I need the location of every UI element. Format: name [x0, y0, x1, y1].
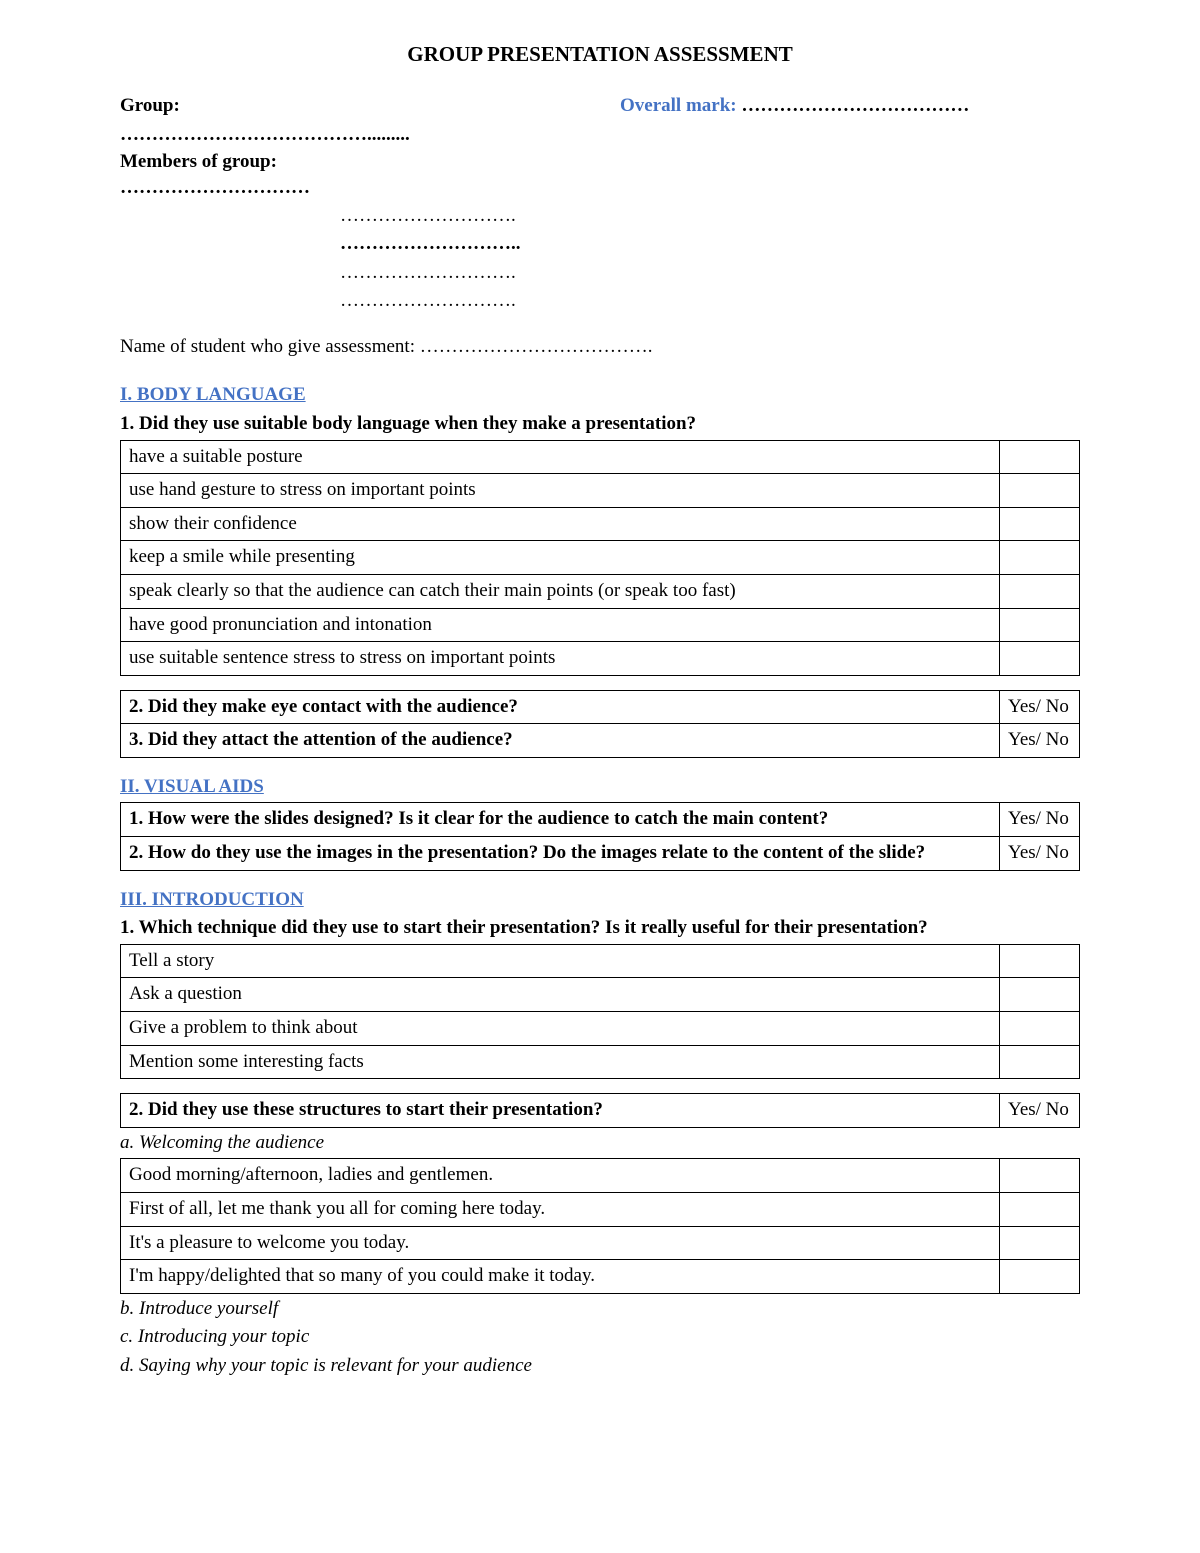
table-cell: have a suitable posture: [121, 440, 1000, 474]
assessor-line: Name of student who give assessment: …………: [120, 334, 1080, 361]
question-cell: 3. Did they attact the attention of the …: [121, 724, 1000, 758]
subhead-a: a. Welcoming the audience: [120, 1130, 1080, 1157]
answer-cell[interactable]: [1000, 1193, 1080, 1227]
question-cell: 2. Did they make eye contact with the au…: [121, 690, 1000, 724]
table-s1-q1: have a suitable posture use hand gesture…: [120, 440, 1080, 676]
answer-cell[interactable]: [1000, 1260, 1080, 1294]
table-cell: Ask a question: [121, 978, 1000, 1012]
group-label: Group:: [120, 95, 180, 116]
subhead-c: c. Introducing your topic: [120, 1324, 1080, 1351]
member-line: ……………………….: [340, 259, 1080, 288]
yesno-cell[interactable]: Yes/ No: [1000, 837, 1080, 871]
table-cell: use hand gesture to stress on important …: [121, 474, 1000, 508]
answer-cell[interactable]: [1000, 978, 1080, 1012]
answer-cell[interactable]: [1000, 608, 1080, 642]
members-dots: …………………………: [120, 175, 1080, 202]
section-heading-introduction: III. INTRODUCTION: [120, 887, 1080, 914]
table-s1-q2q3: 2. Did they make eye contact with the au…: [120, 690, 1080, 758]
assessor-dots: ……………………………….: [420, 336, 653, 357]
question-cell: 1. How were the slides designed? Is it c…: [121, 803, 1000, 837]
table-cell: It's a pleasure to welcome you today.: [121, 1226, 1000, 1260]
question-s1-q1: 1. Did they use suitable body language w…: [120, 411, 1080, 438]
answer-cell[interactable]: [1000, 440, 1080, 474]
member-line: ……………………….: [340, 202, 1080, 231]
member-line: ………………………..: [340, 230, 1080, 259]
yesno-cell[interactable]: Yes/ No: [1000, 724, 1080, 758]
table-cell: Good morning/afternoon, ladies and gentl…: [121, 1159, 1000, 1193]
question-cell: 2. How do they use the images in the pre…: [121, 837, 1000, 871]
subhead-b: b. Introduce yourself: [120, 1296, 1080, 1323]
table-cell: show their confidence: [121, 507, 1000, 541]
table-s2: 1. How were the slides designed? Is it c…: [120, 802, 1080, 870]
answer-cell[interactable]: [1000, 574, 1080, 608]
members-label: Members of group:: [120, 149, 1080, 176]
answer-cell[interactable]: [1000, 507, 1080, 541]
table-cell: Mention some interesting facts: [121, 1045, 1000, 1079]
table-cell: use suitable sentence stress to stress o…: [121, 642, 1000, 676]
table-cell: First of all, let me thank you all for c…: [121, 1193, 1000, 1227]
table-cell: speak clearly so that the audience can c…: [121, 574, 1000, 608]
table-s3-sub-a: Good morning/afternoon, ladies and gentl…: [120, 1158, 1080, 1293]
member-line: ……………………….: [340, 287, 1080, 316]
answer-cell[interactable]: [1000, 1226, 1080, 1260]
table-s3-q2-header: 2. Did they use these structures to star…: [120, 1093, 1080, 1128]
answer-cell[interactable]: [1000, 642, 1080, 676]
table-cell: Tell a story: [121, 944, 1000, 978]
overall-mark-label: Overall mark:: [620, 95, 737, 116]
question-s3-q1: 1. Which technique did they use to start…: [120, 915, 1080, 942]
overall-mark-dots: ………………………………: [741, 95, 969, 116]
answer-cell[interactable]: [1000, 541, 1080, 575]
table-cell: I'm happy/delighted that so many of you …: [121, 1260, 1000, 1294]
member-lines: ………………………. ……………………….. ………………………. …………………: [340, 202, 1080, 316]
table-cell: have good pronunciation and intonation: [121, 608, 1000, 642]
page-title: GROUP PRESENTATION ASSESSMENT: [120, 40, 1080, 69]
question-cell: 2. Did they use these structures to star…: [121, 1094, 1000, 1128]
answer-cell[interactable]: [1000, 1012, 1080, 1046]
yesno-cell[interactable]: Yes/ No: [1000, 1094, 1080, 1128]
answer-cell[interactable]: [1000, 474, 1080, 508]
section-heading-body-language: I. BODY LANGUAGE: [120, 382, 1080, 409]
answer-cell[interactable]: [1000, 1159, 1080, 1193]
group-dots: ………………………………….........: [120, 122, 1080, 149]
yesno-cell[interactable]: Yes/ No: [1000, 803, 1080, 837]
answer-cell[interactable]: [1000, 944, 1080, 978]
table-cell: Give a problem to think about: [121, 1012, 1000, 1046]
answer-cell[interactable]: [1000, 1045, 1080, 1079]
yesno-cell[interactable]: Yes/ No: [1000, 690, 1080, 724]
assessor-label: Name of student who give assessment:: [120, 336, 415, 357]
subhead-d: d. Saying why your topic is relevant for…: [120, 1353, 1080, 1380]
table-cell: keep a smile while presenting: [121, 541, 1000, 575]
table-s3-q1: Tell a story Ask a question Give a probl…: [120, 944, 1080, 1079]
header-row: Group: Overall mark: ………………………………: [120, 93, 1080, 120]
section-heading-visual-aids: II. VISUAL AIDS: [120, 774, 1080, 801]
